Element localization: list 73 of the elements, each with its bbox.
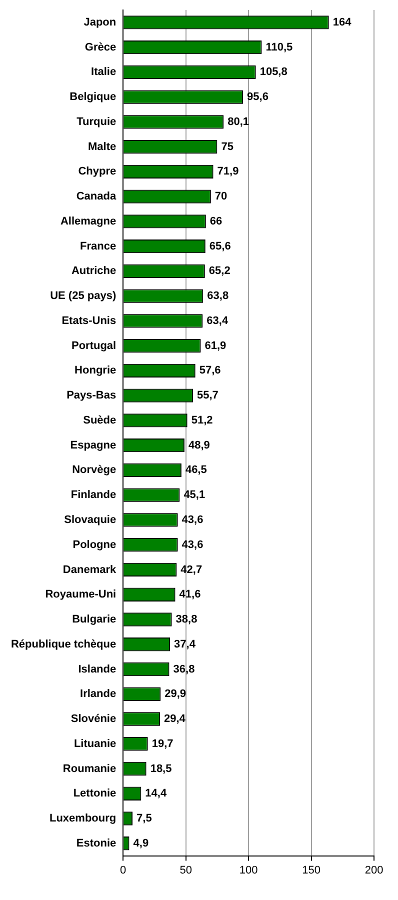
data-label: 63,4	[206, 314, 229, 327]
data-label: 14,4	[145, 788, 168, 800]
data-label: 71,9	[217, 166, 239, 178]
data-label: 110,5	[266, 41, 293, 54]
data-label: 164	[332, 16, 352, 28]
data-label: 61,9	[204, 340, 226, 352]
data-label: 70	[214, 190, 228, 203]
y-tick-label: Estonie	[76, 837, 116, 850]
data-label: 80,1	[228, 116, 250, 128]
data-label: 65,2	[208, 265, 230, 278]
data-label: 51,2	[191, 414, 213, 426]
x-tick-label: 200	[364, 864, 384, 876]
x-tick-label: 50	[180, 864, 192, 876]
data-label: 55,7	[196, 390, 218, 402]
data-label: 19,7	[152, 738, 174, 750]
data-label: 7,5	[136, 812, 152, 825]
data-label: 29,4	[164, 713, 186, 726]
data-label: 45,1	[184, 489, 206, 502]
y-tick-label: Hongrie	[74, 364, 116, 377]
y-tick-label: Chypre	[78, 166, 116, 178]
data-label: 57,6	[199, 364, 221, 377]
y-tick-label: Autriche	[71, 265, 116, 278]
data-label: 95,6	[247, 91, 268, 104]
y-tick-label: Espagne	[70, 439, 116, 452]
y-tick-label: Roumanie	[62, 762, 116, 775]
data-label: 65,6	[209, 240, 231, 252]
data-label: 38,8	[176, 614, 198, 626]
data-label: 48,9	[188, 439, 210, 452]
y-tick-label: Lettonie	[73, 788, 116, 800]
y-tick-label: Islande	[78, 663, 116, 676]
y-tick-label: République tchèque	[10, 638, 116, 650]
y-tick-label: Luxembourg	[49, 812, 116, 825]
y-tick-label: Slovénie	[70, 713, 116, 726]
y-tick-label: Slovaquie	[64, 514, 116, 526]
y-tick-label: Danemark	[62, 564, 117, 576]
y-tick-label: Etats-Unis	[62, 314, 116, 327]
data-label: 66	[210, 215, 222, 228]
y-tick-label: Allemagne	[60, 215, 116, 228]
y-tick-label: Suède	[83, 414, 116, 426]
x-tick-label: 100	[239, 864, 258, 876]
y-tick-label: Pologne	[72, 538, 116, 551]
data-label: 36,8	[173, 663, 195, 676]
y-tick-label: France	[80, 240, 116, 252]
y-tick-label: Grèce	[84, 41, 116, 54]
y-tick-label: Japon	[84, 16, 116, 28]
y-tick-label: Norvège	[72, 464, 116, 476]
y-tick-label: Finlande	[70, 489, 116, 502]
data-label: 42,7	[180, 564, 202, 576]
y-tick-label: Royaume-Uni	[45, 588, 116, 601]
y-tick-label: Portugal	[71, 340, 116, 352]
y-tick-label: Italie	[91, 66, 116, 78]
y-tick-label: Lituanie	[74, 738, 116, 750]
data-label: 29,9	[164, 688, 186, 700]
data-label: 75	[221, 140, 234, 153]
y-tick-label: Pays-Bas	[66, 390, 116, 402]
data-label: 105,8	[260, 66, 288, 78]
x-tick-label: 0	[120, 864, 126, 876]
data-label: 46,5	[185, 464, 207, 476]
data-label: 63,8	[207, 290, 229, 302]
y-tick-label: Turquie	[76, 116, 116, 128]
y-tick-label: Belgique	[70, 91, 116, 104]
y-tick-label: Bulgarie	[72, 614, 116, 626]
data-label: 41,6	[179, 588, 201, 601]
data-label: 4,9	[133, 837, 149, 850]
data-label: 43,6	[182, 538, 204, 551]
x-tick-label: 150	[302, 864, 320, 876]
y-tick-label: UE (25 pays)	[50, 290, 116, 302]
y-tick-label: Irlande	[80, 688, 116, 700]
data-label: 18,5	[150, 762, 172, 775]
data-label: 43,6	[182, 514, 204, 526]
y-tick-label: Canada	[76, 190, 117, 203]
data-label: 37,4	[174, 638, 196, 650]
y-tick-label: Malte	[88, 140, 116, 153]
